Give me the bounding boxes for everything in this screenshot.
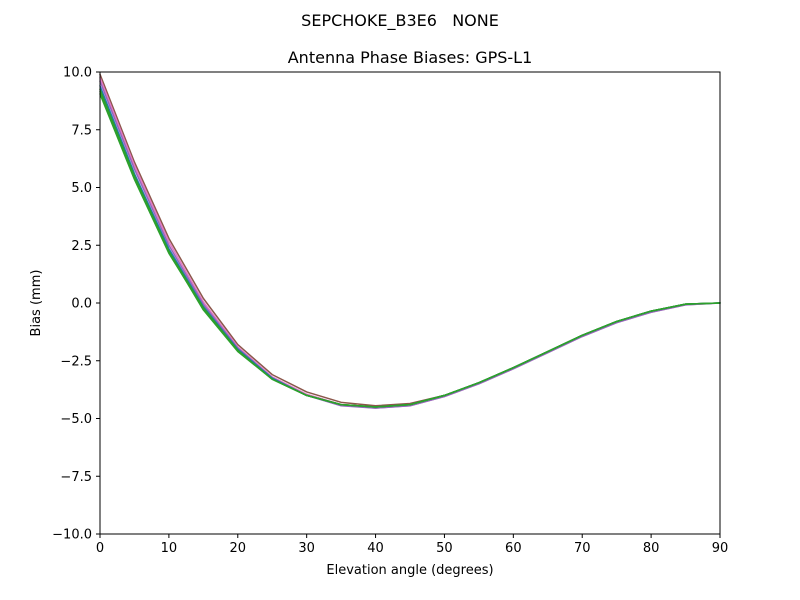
- x-tick-label: 50: [436, 541, 453, 556]
- x-tick-label: 30: [298, 541, 315, 556]
- y-tick-label: −10.0: [52, 528, 92, 543]
- x-tick-label: 70: [574, 541, 591, 556]
- series-line-3: [99, 80, 721, 409]
- x-tick-label: 10: [161, 541, 178, 556]
- x-axis-label: Elevation angle (degrees): [326, 563, 493, 578]
- y-tick-label: 7.5: [71, 123, 92, 138]
- y-tick-label: 0.0: [71, 297, 92, 312]
- y-axis: −10.0 −7.5 −5.0 −2.5 0.0 2.5 5.0 7.5 10.0: [52, 66, 100, 543]
- x-tick-label: 90: [712, 541, 729, 556]
- y-tick-label: −2.5: [60, 354, 92, 369]
- series-layer: [99, 73, 721, 409]
- chart-title: Antenna Phase Biases: GPS-L1: [288, 48, 533, 67]
- y-tick-label: 2.5: [71, 239, 92, 254]
- figure-suptitle: SEPCHOKE_B3E6 NONE: [301, 11, 499, 31]
- x-tick-label: 20: [230, 541, 247, 556]
- series-line-7: [99, 90, 721, 408]
- x-axis: 0 10 20 30 40 50 60 70 80 90: [96, 534, 728, 556]
- y-axis-label: Bias (mm): [29, 270, 44, 337]
- y-tick-label: −7.5: [60, 470, 92, 485]
- x-tick-label: 60: [505, 541, 522, 556]
- y-tick-label: −5.0: [60, 412, 92, 427]
- y-tick-label: 5.0: [71, 181, 92, 196]
- y-tick-label: 10.0: [63, 66, 92, 81]
- x-tick-label: 80: [643, 541, 660, 556]
- x-tick-label: 40: [367, 541, 384, 556]
- x-tick-label: 0: [96, 541, 104, 556]
